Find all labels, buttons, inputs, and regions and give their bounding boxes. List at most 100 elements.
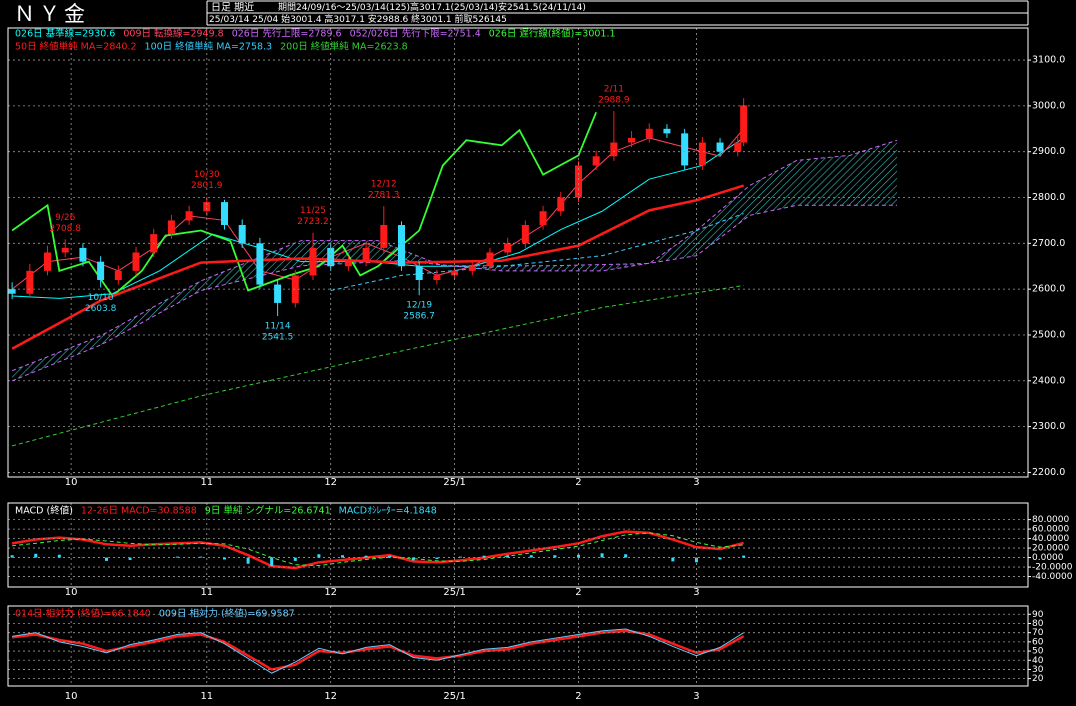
annotation-date: 9/26 (55, 213, 75, 223)
histogram-bar (718, 557, 722, 560)
x-tick-label: 25/1 (443, 691, 465, 702)
histogram-bar (10, 555, 14, 558)
histogram-bar (175, 556, 179, 558)
candle-body (185, 211, 193, 221)
panel-frame (7, 502, 1029, 588)
candle-body (380, 225, 388, 248)
y-tick-label: 3000.0 (1032, 100, 1065, 111)
legend-entry: 052/026日 先行下限=2751.4 (350, 28, 481, 40)
legend-entry: 009日 転換線=2949.8 (123, 28, 223, 40)
y-tick-label: 90 (1032, 610, 1044, 620)
candle-body (132, 252, 140, 271)
legend-entry: 12-26日 MACD=30.8588 (81, 506, 197, 517)
histogram-bar (199, 556, 203, 558)
annotation-date: 11/14 (265, 321, 291, 331)
candle-body (557, 197, 565, 212)
histogram-bar (742, 555, 746, 558)
y-tick-label: 2600.0 (1032, 284, 1065, 295)
histogram-bar (293, 557, 297, 561)
candle-body (238, 225, 246, 244)
candle-body (539, 211, 547, 226)
x-tick-label: 3 (693, 691, 699, 702)
histogram-bar (671, 557, 675, 562)
histogram-bar (270, 557, 274, 567)
y-tick-label: 2200.0 (1032, 467, 1065, 478)
plot-layer (8, 98, 898, 447)
annotation-value: 2781.3 (368, 191, 400, 201)
y-tick-label: 80.0000 (1032, 515, 1069, 525)
y-tick-label: 60 (1032, 637, 1044, 647)
y-tick-label: 3100.0 (1032, 55, 1065, 66)
candle-body (327, 247, 335, 267)
candle-body (274, 284, 282, 303)
x-tick-label: 25/1 (443, 587, 465, 598)
candle-body (79, 247, 87, 262)
histogram-bar (388, 555, 392, 558)
histogram-bar (317, 554, 321, 558)
legend-entry: 009日 相対力 (終値)=69.9587 (159, 608, 295, 620)
annotation-value: 2723.2 (297, 217, 329, 227)
histogram-bar (105, 557, 109, 561)
y-tick-label: 2800.0 (1032, 192, 1065, 203)
cloud (12, 140, 898, 381)
candle-body (716, 142, 724, 152)
candle-body (309, 247, 317, 276)
x-tick-label: 3 (693, 477, 699, 488)
x-tick-label: 10 (65, 477, 78, 488)
x-tick-label: 2 (575, 691, 581, 702)
y-tick-label: 70 (1032, 628, 1044, 638)
y-tick-label: 20.0000 (1032, 544, 1069, 554)
annotation-date: 10/10 (88, 293, 114, 303)
legend-entry: 014日 相対力 (終値)=66.1840 (15, 608, 151, 620)
series-line (12, 532, 744, 567)
legend-entry: 50日 終値単純 MA=2840.2 (15, 41, 137, 53)
histogram-bar (411, 557, 415, 561)
x-tick-label: 2 (575, 587, 581, 598)
x-tick-label: 11 (200, 587, 213, 598)
legend-entry: 026日 先行上限=2789.6 (232, 28, 342, 40)
series-line (12, 137, 744, 299)
y-tick-label: 30 (1032, 665, 1044, 675)
series-line (12, 628, 744, 674)
candle-body (433, 275, 441, 280)
annotation-value: 2708.8 (49, 224, 81, 234)
candle-body (114, 270, 122, 280)
x-tick-label: 10 (65, 691, 78, 702)
candle-body (740, 105, 748, 143)
annotation-date: 12/19 (406, 301, 432, 311)
histogram-bar (246, 557, 250, 564)
candle-body (221, 202, 229, 226)
histogram-bar (482, 555, 486, 558)
candle-body (663, 128, 671, 134)
plot-layer (10, 530, 746, 570)
panel-frame (7, 605, 1029, 687)
series-line (11, 530, 744, 570)
histogram-bar (506, 555, 510, 558)
x-tick-label: 11 (200, 477, 213, 488)
series-line (11, 184, 745, 350)
histogram-bar (576, 554, 580, 558)
y-tick-label: 2400.0 (1032, 375, 1065, 386)
histogram-bar (553, 555, 557, 558)
candle-body (698, 142, 706, 166)
candle-body (362, 247, 370, 262)
y-tick-label: -20.0000 (1032, 563, 1073, 573)
x-tick-label: 12 (324, 587, 337, 598)
quote-info: 25/03/14 25/04 始3001.4 高3017.1 安2988.6 終… (209, 13, 507, 25)
period-info: 期間24/09/16～25/03/14(125)高3017.1(25/03/14… (278, 1, 586, 13)
histogram-bar (435, 557, 439, 559)
x-tick-label: 2 (575, 477, 581, 488)
legend-entry: 026日 遅行線(終値)=3001.1 (489, 28, 616, 40)
x-tick-label: 10 (65, 587, 78, 598)
candle-body (256, 243, 264, 285)
candle-body (628, 137, 636, 143)
legend-entry: 100日 終値単純 MA=2758.3 (145, 41, 273, 53)
candle-body (645, 128, 653, 138)
candle-body (574, 165, 582, 198)
annotation-value: 2541.5 (262, 332, 294, 342)
annotation-date: 12/12 (371, 180, 397, 190)
annotation-value: 2586.7 (403, 312, 435, 322)
candle-body (203, 202, 211, 212)
